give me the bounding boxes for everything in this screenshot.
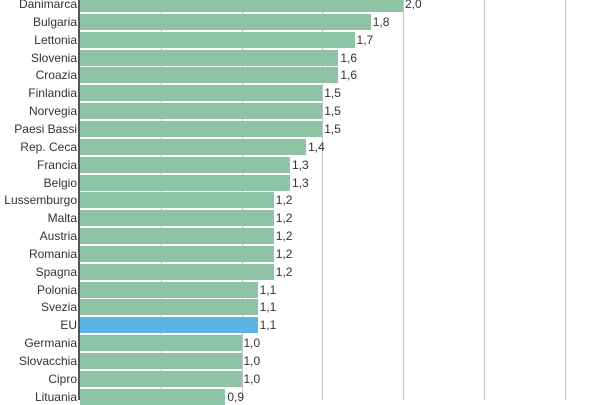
bar-row: Slovacchia 1,0 [0, 353, 600, 369]
category-label: Norvegia [28, 104, 77, 119]
bar-row: Belgio 1,3 [0, 174, 600, 191]
category-label: Bulgaria [32, 14, 77, 29]
category-label: Malta [47, 211, 77, 226]
bar-row: Finlandia 1,5 [0, 85, 600, 102]
value-label: 1,8 [372, 14, 390, 29]
value-label: 1,1 [259, 300, 277, 315]
bar-row: Lussemburgo 1,2 [0, 192, 600, 209]
category-label: Svezia [40, 300, 77, 315]
category-label: Polonia [36, 282, 77, 297]
category-label: Rep. Ceca [20, 139, 77, 154]
value-label: 1,1 [259, 318, 277, 333]
bar [80, 0, 403, 12]
value-label: 1,2 [275, 246, 293, 261]
value-label: 0,9 [227, 389, 245, 404]
bar [80, 245, 274, 262]
category-label: Slovenia [30, 50, 77, 65]
value-label: 1,1 [259, 282, 277, 297]
value-label: 1,2 [275, 264, 293, 279]
bar-row: Malta 1,2 [0, 210, 600, 227]
gridline [403, 0, 404, 400]
bar-row: Romania 1,2 [0, 245, 600, 262]
value-label: 1,5 [324, 121, 341, 136]
value-label: 1,3 [291, 157, 309, 172]
category-label: Cipro [48, 371, 77, 386]
value-label: 1,5 [324, 86, 341, 101]
bar [80, 370, 242, 387]
value-label: 1,2 [275, 229, 293, 244]
category-label: Finlandia [28, 86, 77, 101]
value-label: 1,2 [275, 211, 293, 226]
gridline [322, 0, 323, 400]
category-label: Lituania [34, 389, 77, 404]
category-label: Lettonia [34, 32, 77, 47]
category-label: Croazia [35, 68, 77, 83]
category-label: EU [60, 318, 77, 333]
bar [80, 103, 323, 120]
bar [80, 31, 355, 48]
bar [80, 138, 307, 155]
value-label: 1,0 [243, 354, 261, 368]
bar [80, 228, 274, 245]
category-label: Germania [24, 336, 77, 351]
bar [80, 13, 371, 30]
bar [80, 192, 274, 209]
bar-row: Croazia 1,6 [0, 67, 600, 84]
bar [80, 281, 258, 298]
bar-row: Lettonia 1,7 [0, 31, 600, 48]
value-label: 1,4 [308, 139, 325, 154]
value-label: 1,7 [356, 32, 374, 47]
gridline [484, 0, 485, 400]
category-label: Francia [36, 157, 77, 172]
bar-row: Norvegia 1,5 [0, 103, 600, 120]
bar [80, 210, 274, 227]
bar [80, 174, 290, 191]
bar-row: Spagna 1,2 [0, 263, 600, 280]
bar-row: Rep. Ceca 1,4 [0, 138, 600, 155]
bar-row: Paesi Bassi 1,5 [0, 120, 600, 137]
bar-row: Lituania 0,9 [0, 388, 600, 405]
bar-row: Austria 1,2 [0, 228, 600, 245]
value-label: 1,3 [291, 175, 309, 190]
value-label: 2,0 [405, 0, 422, 11]
bar-row: Polonia 1,1 [0, 281, 600, 298]
value-label: 1,6 [340, 50, 358, 65]
category-label: Paesi Bassi [14, 121, 77, 136]
bar [80, 85, 323, 102]
bar-row: Bulgaria 1,8 [0, 13, 600, 30]
category-label: Romania [28, 246, 77, 261]
bar-row: Cipro 1,0 [0, 370, 600, 387]
bar [80, 120, 323, 137]
bar-highlight [80, 317, 258, 334]
category-label: Spagna [35, 264, 77, 279]
bar [80, 335, 242, 352]
bar-row: EU 1,1 [0, 317, 600, 334]
value-label: 1,5 [324, 104, 341, 119]
bar [80, 353, 242, 369]
bar-row: Slovenia 1,6 [0, 49, 600, 66]
bar [80, 263, 274, 280]
bar [80, 388, 226, 405]
category-label: Danimarca [18, 0, 77, 11]
category-label: Austria [39, 229, 77, 244]
y-axis-line [78, 0, 80, 400]
gridline [565, 0, 566, 400]
bar-row: Danimarca 2,0 [0, 0, 600, 12]
category-label: Slovacchia [18, 354, 77, 368]
value-label: 1,2 [275, 193, 293, 208]
bar [80, 49, 339, 66]
bar-row: Germania 1,0 [0, 335, 600, 352]
bar [80, 67, 339, 84]
category-label: Lussemburgo [4, 193, 77, 208]
category-label: Belgio [43, 175, 77, 190]
bar-row: Svezia 1,1 [0, 299, 600, 316]
bar-row: Francia 1,3 [0, 156, 600, 173]
bar [80, 156, 290, 173]
value-label: 1,0 [243, 336, 261, 351]
value-label: 1,0 [243, 371, 261, 386]
value-label: 1,6 [340, 68, 358, 83]
bar [80, 299, 258, 316]
